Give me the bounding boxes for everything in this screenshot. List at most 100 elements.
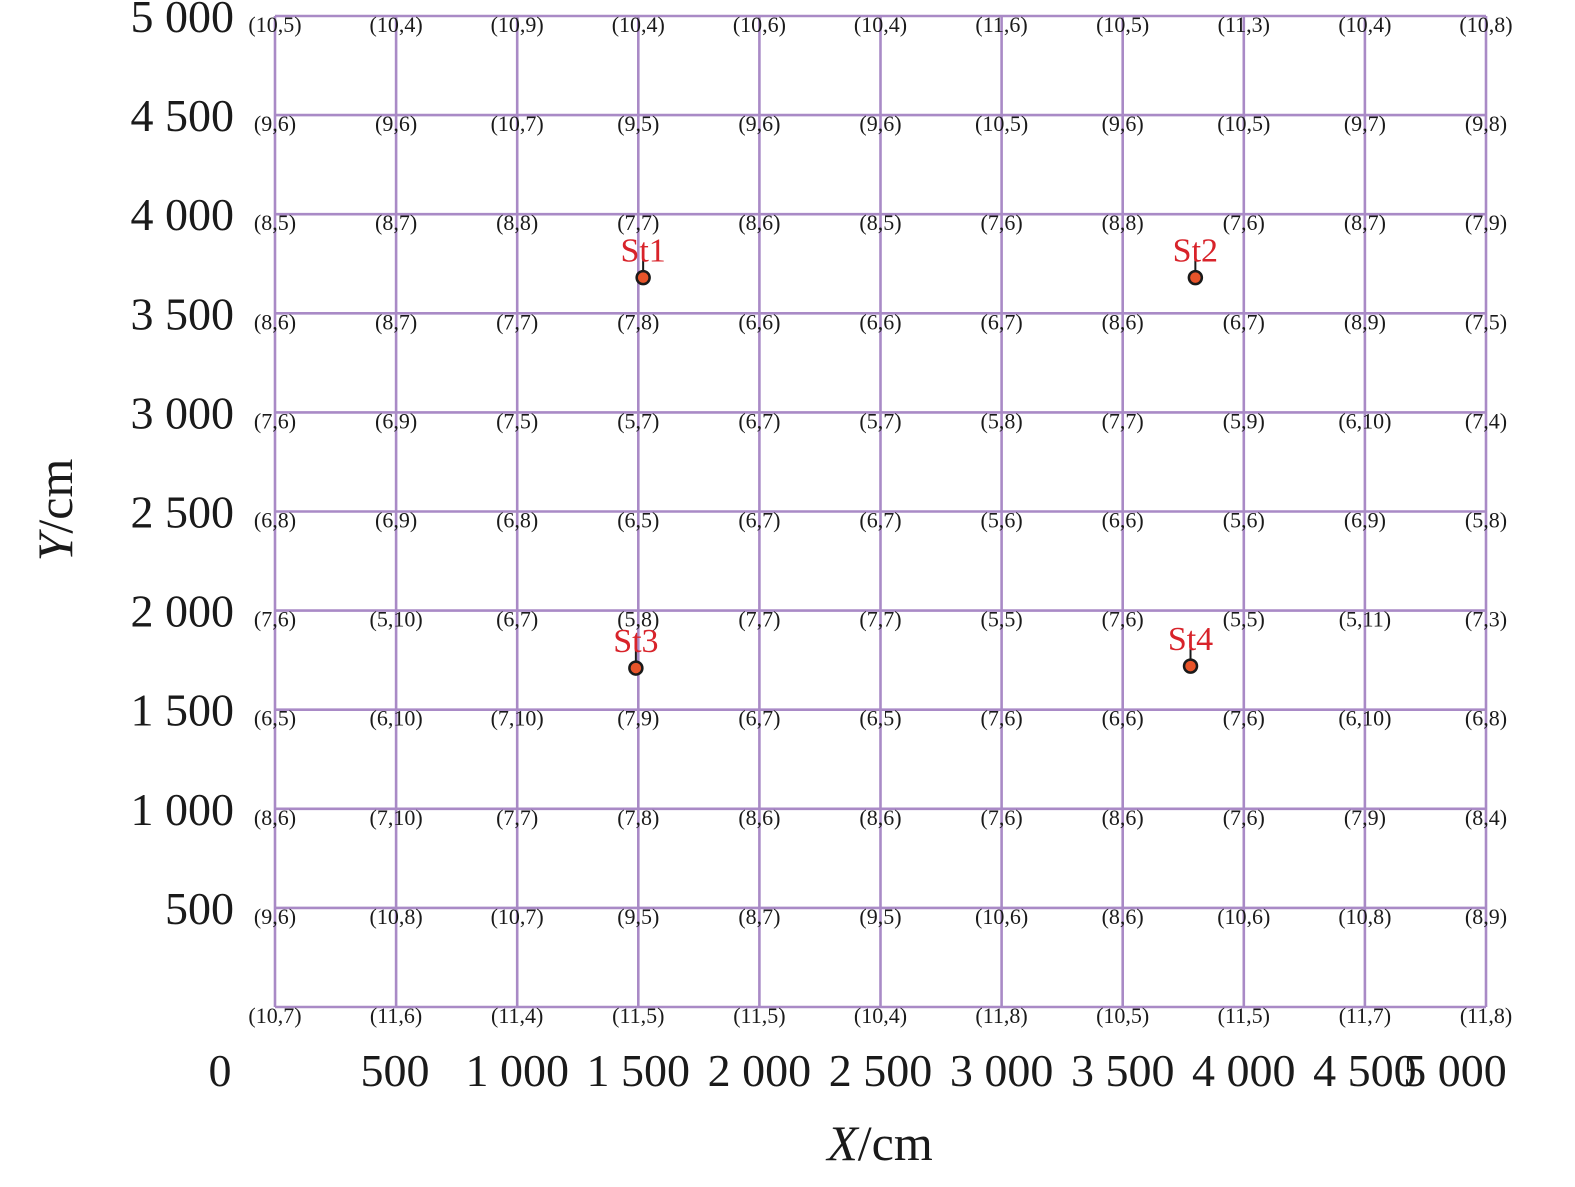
node-label: (5,7) [859,408,901,433]
node-label: (6,8) [1465,706,1507,731]
x-tick-label: 5 000 [1403,1045,1507,1096]
node-label: (6,10) [1338,408,1391,433]
node-label: (8,6) [1102,805,1144,830]
node-label: (6,7) [738,508,780,533]
node-label: (6,7) [859,508,901,533]
node-label: (10,6) [975,904,1028,929]
node-label: (10,6) [1217,904,1270,929]
node-label: (10,7) [248,1003,301,1028]
node-label: (10,8) [1338,904,1391,929]
node-labels: (10,5) (10,4) (10,9) (10,4) (10,6) (10,4) (11,… [248,12,1512,1028]
node-label: (10,5) [975,111,1028,136]
node-label: (11,7) [1339,1003,1391,1028]
node-label: (5,8) [981,408,1023,433]
node-label: (11,5) [1218,1003,1270,1028]
node-label: (10,4) [370,12,423,37]
x-tick-label: 500 [361,1045,430,1096]
y-tick-label: 3 000 [131,387,235,438]
node-label: (11,5) [612,1003,664,1028]
node-label: (10,8) [370,904,423,929]
station-label: St2 [1173,233,1218,270]
x-tick-label: 2 000 [708,1045,812,1096]
node-label: (7,9) [1344,805,1386,830]
node-label: (5,5) [981,607,1023,632]
node-label: (8,7) [375,210,417,235]
node-label: (7,8) [617,309,659,334]
x-tick-label: 3 500 [1071,1045,1175,1096]
node-label: (9,5) [617,904,659,929]
node-label: (8,6) [738,210,780,235]
stations: St1 St2 St3 St4 [613,233,1218,676]
station-marker [628,660,644,676]
node-label: (8,6) [738,805,780,830]
node-label: (8,7) [738,904,780,929]
node-label: (6,5) [859,706,901,731]
station-label: St1 [620,233,665,270]
node-label: (10,5) [248,12,301,37]
node-label: (5,5) [1223,607,1265,632]
node-label: (6,5) [254,706,296,731]
node-label: (6,7) [738,706,780,731]
node-label: (7,8) [617,805,659,830]
node-label: (7,7) [496,805,538,830]
node-label: (7,3) [1465,607,1507,632]
node-label: (8,5) [254,210,296,235]
x-tick-label: 0 [209,1045,232,1096]
node-label: (8,9) [1344,309,1386,334]
node-label: (8,6) [859,805,901,830]
node-label: (9,6) [738,111,780,136]
node-label: (8,9) [1465,904,1507,929]
node-label: (6,7) [981,309,1023,334]
node-label: (10,9) [491,12,544,37]
node-label: (7,6) [1102,607,1144,632]
node-label: (10,7) [491,904,544,929]
node-label: (8,7) [375,309,417,334]
x-tick-label: 1 000 [465,1045,569,1096]
node-label: (8,8) [1102,210,1144,235]
node-label: (11,6) [370,1003,422,1028]
x-axis-title: X/cm [825,1115,933,1171]
node-label: (7,9) [1465,210,1507,235]
node-label: (7,6) [1223,805,1265,830]
node-label: (7,6) [981,210,1023,235]
node-label: (10,5) [1096,1003,1149,1028]
axis-tick-labels: 0 500 1 000 1 500 2 000 2 500 3 000 3 500 4 000 4… [131,0,1507,1096]
node-label: (8,8) [496,210,538,235]
node-label: (9,6) [254,904,296,929]
node-label: (7,6) [981,706,1023,731]
node-label: (7,7) [738,607,780,632]
station-marker [635,269,651,286]
station-label: St4 [1168,621,1213,658]
node-label: (6,10) [370,706,423,731]
node-label: (7,6) [981,805,1023,830]
node-label: (7,10) [491,706,544,731]
node-label: (7,7) [617,210,659,235]
node-label: (6,9) [375,408,417,433]
node-label: (10,4) [612,12,665,37]
node-label: (10,5) [1217,111,1270,136]
node-label: (7,7) [496,309,538,334]
node-label: (9,6) [1102,111,1144,136]
x-tick-label: 1 500 [587,1045,691,1096]
node-label: (6,8) [496,508,538,533]
node-label: (9,5) [617,111,659,136]
node-label: (5,8) [617,607,659,632]
node-label: (7,6) [254,607,296,632]
node-label: (11,6) [975,12,1027,37]
node-label: (6,7) [738,408,780,433]
node-label: (8,6) [254,309,296,334]
node-label: (9,6) [859,111,901,136]
node-label: (9,7) [1344,111,1386,136]
node-label: (8,6) [1102,309,1144,334]
node-label: (6,9) [1344,508,1386,533]
node-label: (7,5) [1465,309,1507,334]
node-label: (5,9) [1223,408,1265,433]
x-tick-label: 4 000 [1192,1045,1296,1096]
node-label: (9,6) [375,111,417,136]
node-label: (8,6) [254,805,296,830]
node-label: (6,6) [859,309,901,334]
node-label: (7,7) [1102,408,1144,433]
x-tick-label: 3 000 [950,1045,1054,1096]
node-label: (7,9) [617,706,659,731]
